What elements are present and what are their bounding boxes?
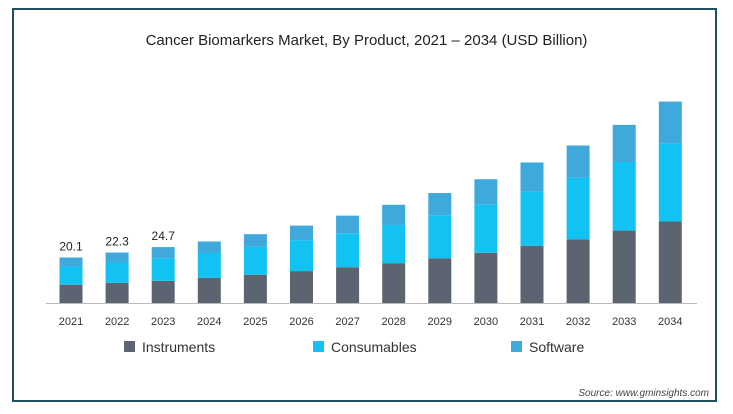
bar-software-2024 (197, 241, 221, 253)
bar-consumables-2026 (290, 240, 313, 272)
bar-software-2026 (290, 225, 313, 241)
data-label-2022: 22.3 (105, 235, 129, 249)
bar-instruments-2029 (428, 258, 452, 303)
chart-title: Cancer Biomarkers Market, By Product, 20… (145, 32, 588, 49)
x-tick-label-2023: 2023 (151, 316, 175, 328)
bar-software-2021 (59, 257, 83, 267)
x-tick-label-2024: 2024 (197, 316, 221, 328)
bar-software-2027 (336, 215, 360, 234)
bar-instruments-2033 (612, 230, 636, 303)
bar-instruments-2021 (59, 284, 83, 303)
bar-software-2022 (105, 252, 129, 263)
legend-label-consumables: Consumables (331, 339, 417, 355)
legend-swatch-consumables (313, 341, 324, 352)
bar-software-2031 (520, 162, 544, 192)
legend-swatch-instruments (124, 341, 135, 352)
bar-consumables-2022 (105, 262, 129, 283)
x-tick-label-2021: 2021 (59, 316, 83, 328)
bar-software-2030 (474, 179, 498, 205)
bar-consumables-2034 (658, 143, 682, 222)
bar-software-2023 (151, 247, 175, 259)
bar-consumables-2027 (336, 233, 360, 268)
bar-software-2028 (382, 204, 406, 225)
bar-instruments-2023 (151, 280, 175, 303)
bar-consumables-2028 (382, 224, 406, 264)
bar-instruments-2032 (566, 239, 590, 303)
x-tick-label-2034: 2034 (658, 316, 682, 328)
bar-consumables-2029 (428, 215, 452, 259)
bar-consumables-2021 (59, 266, 83, 285)
bar-instruments-2022 (105, 282, 129, 303)
bar-consumables-2023 (151, 258, 175, 281)
bar-instruments-2031 (520, 245, 544, 303)
bar-instruments-2026 (290, 271, 313, 303)
bar-consumables-2030 (474, 204, 498, 253)
x-tick-label-2029: 2029 (428, 316, 452, 328)
bar-instruments-2027 (336, 267, 360, 303)
bar-software-2032 (566, 145, 590, 178)
bar-consumables-2032 (566, 177, 590, 240)
legend-label-instruments: Instruments (142, 339, 215, 355)
bar-instruments-2025 (243, 274, 267, 303)
x-tick-label-2028: 2028 (381, 316, 405, 328)
bar-software-2034 (658, 101, 682, 144)
x-tick-label-2022: 2022 (105, 316, 129, 328)
bar-instruments-2028 (382, 263, 406, 303)
data-label-2023: 24.7 (152, 229, 176, 243)
legend-swatch-software (511, 341, 522, 352)
chart-frame (12, 8, 717, 402)
x-tick-label-2025: 2025 (243, 316, 267, 328)
x-tick-label-2031: 2031 (520, 316, 544, 328)
bar-consumables-2031 (520, 191, 544, 246)
bar-instruments-2034 (658, 221, 682, 303)
bar-software-2029 (428, 193, 452, 216)
x-tick-label-2032: 2032 (566, 316, 590, 328)
x-tick-label-2033: 2033 (612, 316, 636, 328)
x-tick-label-2026: 2026 (289, 316, 313, 328)
bar-software-2033 (612, 124, 636, 163)
legend-label-software: Software (529, 339, 584, 355)
data-label-2021: 20.1 (59, 240, 83, 254)
bar-instruments-2024 (197, 277, 221, 303)
source-note: Source: www.gminsights.com (578, 388, 709, 399)
bar-consumables-2024 (197, 252, 221, 278)
bar-consumables-2033 (612, 162, 636, 231)
bar-software-2025 (243, 234, 267, 247)
x-tick-label-2027: 2027 (335, 316, 359, 328)
bar-instruments-2030 (474, 252, 498, 303)
x-tick-label-2030: 2030 (474, 316, 498, 328)
bar-consumables-2025 (243, 246, 267, 275)
